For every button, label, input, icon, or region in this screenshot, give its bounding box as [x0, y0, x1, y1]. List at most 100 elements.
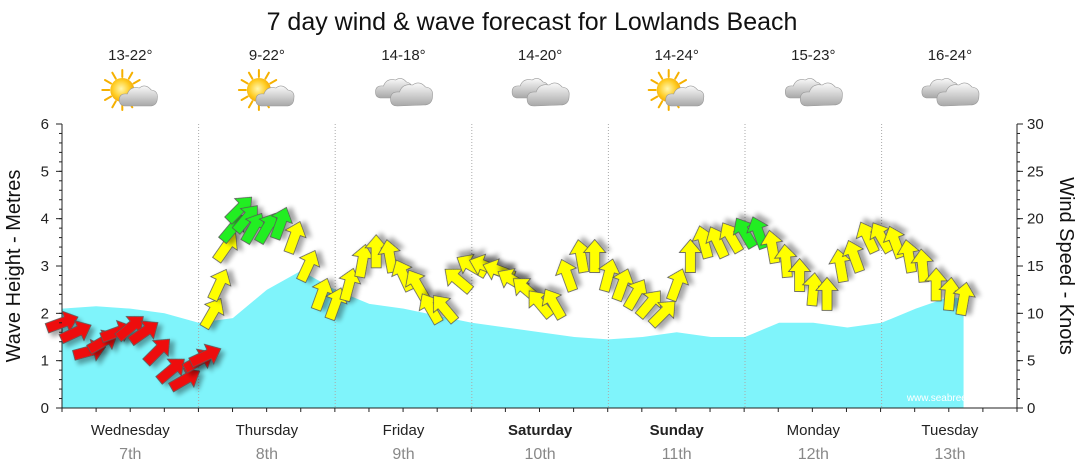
wind-arrow: [815, 276, 839, 311]
wind-arrow: [142, 338, 171, 367]
wind-arrow-shape: [188, 343, 222, 368]
wind-arrow-shape: [896, 239, 920, 274]
sun-ray: [264, 71, 270, 80]
day-temperature: 16-24°: [928, 47, 972, 64]
wave-height-area: [62, 270, 964, 408]
wind-arrow: [114, 316, 144, 343]
sun-ray: [247, 100, 254, 109]
wind-arrow-shape: [444, 268, 475, 295]
right-tick-label: 10: [1027, 305, 1044, 322]
day-name: Saturday: [508, 422, 573, 439]
wind-arrow-shape: [801, 272, 826, 307]
right-tick-label: 25: [1027, 163, 1044, 180]
sun-ray: [657, 71, 664, 80]
wind-arrow: [207, 268, 232, 303]
wind-arrow: [224, 196, 253, 225]
wind-arrow-shape: [924, 267, 949, 302]
left-axis: 0 1 2 3 4 5 6: [41, 116, 62, 417]
sun-ray: [650, 79, 659, 85]
cloud-icon: [375, 78, 433, 107]
wind-arrow: [938, 276, 963, 312]
sun-ray: [650, 95, 659, 101]
wind-arrow: [167, 367, 201, 393]
wind-arrow-shape: [44, 310, 79, 334]
cloud-icon: [784, 78, 843, 107]
right-tick-label: 15: [1027, 258, 1044, 275]
wind-arrow-shape: [678, 238, 703, 273]
wind-arrow-shape: [555, 258, 579, 293]
day-temperature: 9-22°: [249, 47, 285, 64]
wind-arrow: [44, 310, 79, 334]
wind-arrow: [310, 277, 334, 312]
wind-arrow: [597, 258, 621, 293]
wind-arrow-shape: [127, 320, 159, 347]
wind-arrow: [351, 243, 375, 279]
sun-cloud-icon: [647, 69, 705, 111]
wind-arrow: [647, 300, 676, 329]
wind-arrow: [199, 298, 225, 331]
wind-arrow: [555, 258, 579, 293]
watermark: www.seabreeze.com.au: [906, 393, 1013, 404]
day-name: Monday: [787, 422, 841, 439]
day-date: 9th: [392, 446, 414, 463]
wind-arrow-shape: [310, 277, 334, 312]
day-name: Sunday: [650, 422, 705, 439]
left-tick-label: 6: [41, 116, 49, 133]
temperature-row: 13-22° 9-22° 14-18° 14-20° 14-24° 15-23° 16-24…: [108, 47, 972, 64]
wind-arrow-shape: [952, 281, 976, 317]
wind-arrow: [634, 290, 661, 320]
right-tick-label: 0: [1027, 400, 1035, 417]
wind-arrow: [924, 267, 949, 302]
right-tick-label: 20: [1027, 211, 1044, 228]
wind-arrow: [622, 279, 648, 312]
sun-ray: [269, 79, 278, 85]
sun-ray: [111, 100, 117, 109]
day-date: 10th: [525, 446, 556, 463]
wind-arrow-shape: [597, 258, 621, 293]
wind-arrow-shape: [364, 234, 389, 269]
sun-cloud-icon: [237, 69, 295, 111]
sun-ray: [240, 95, 249, 101]
wind-arrow: [405, 269, 431, 302]
wind-arrow-shape: [418, 293, 444, 326]
wind-arrow: [433, 295, 460, 325]
day-temperature: 15-23°: [791, 47, 835, 64]
right-tick-label: 30: [1027, 116, 1044, 133]
wind-arrow-shape: [732, 217, 758, 250]
wind-arrow-shape: [568, 239, 593, 274]
chart-title: 7 day wind & wave forecast for Lowlands …: [267, 8, 798, 36]
wind-arrow-shape: [167, 367, 201, 393]
wind-arrow: [666, 268, 690, 303]
wind-arrow: [296, 250, 321, 284]
left-tick-label: 4: [41, 211, 49, 228]
wind-arrow-shape: [647, 300, 676, 329]
wind-arrow: [611, 268, 635, 303]
wind-arrow: [732, 217, 758, 250]
wind-arrow-shape: [224, 196, 253, 225]
wind-arrow-shape: [269, 206, 293, 241]
wind-arrow: [896, 239, 920, 274]
wind-arrow-shape: [666, 268, 690, 303]
day-labels: Wednesday 7th Thursday 8th Friday 9th Saturday…: [91, 422, 979, 463]
wind-arrow-shape: [938, 276, 963, 312]
wind-arrow: [418, 293, 444, 326]
sun-ray: [657, 100, 664, 109]
wind-arrow-shape: [142, 338, 171, 367]
sun-ray: [127, 71, 134, 80]
wind-arrow: [58, 320, 92, 345]
wind-arrow: [787, 257, 812, 292]
wind-arrow: [127, 320, 159, 347]
sun-rays: [647, 69, 690, 111]
wind-arrow: [841, 239, 865, 274]
left-tick-label: 2: [41, 305, 49, 322]
left-tick-label: 0: [41, 400, 49, 417]
wind-arrow-shape: [405, 269, 431, 302]
day-date: 8th: [256, 446, 278, 463]
wind-arrow-shape: [433, 295, 460, 325]
day-name: Wednesday: [91, 422, 170, 439]
day-temperature: 14-20°: [518, 47, 562, 64]
wind-arrow-shape: [541, 288, 567, 321]
sun-cloud-icon: [101, 69, 158, 111]
wind-arrow-shape: [296, 250, 321, 284]
wind-arrow: [719, 222, 745, 255]
